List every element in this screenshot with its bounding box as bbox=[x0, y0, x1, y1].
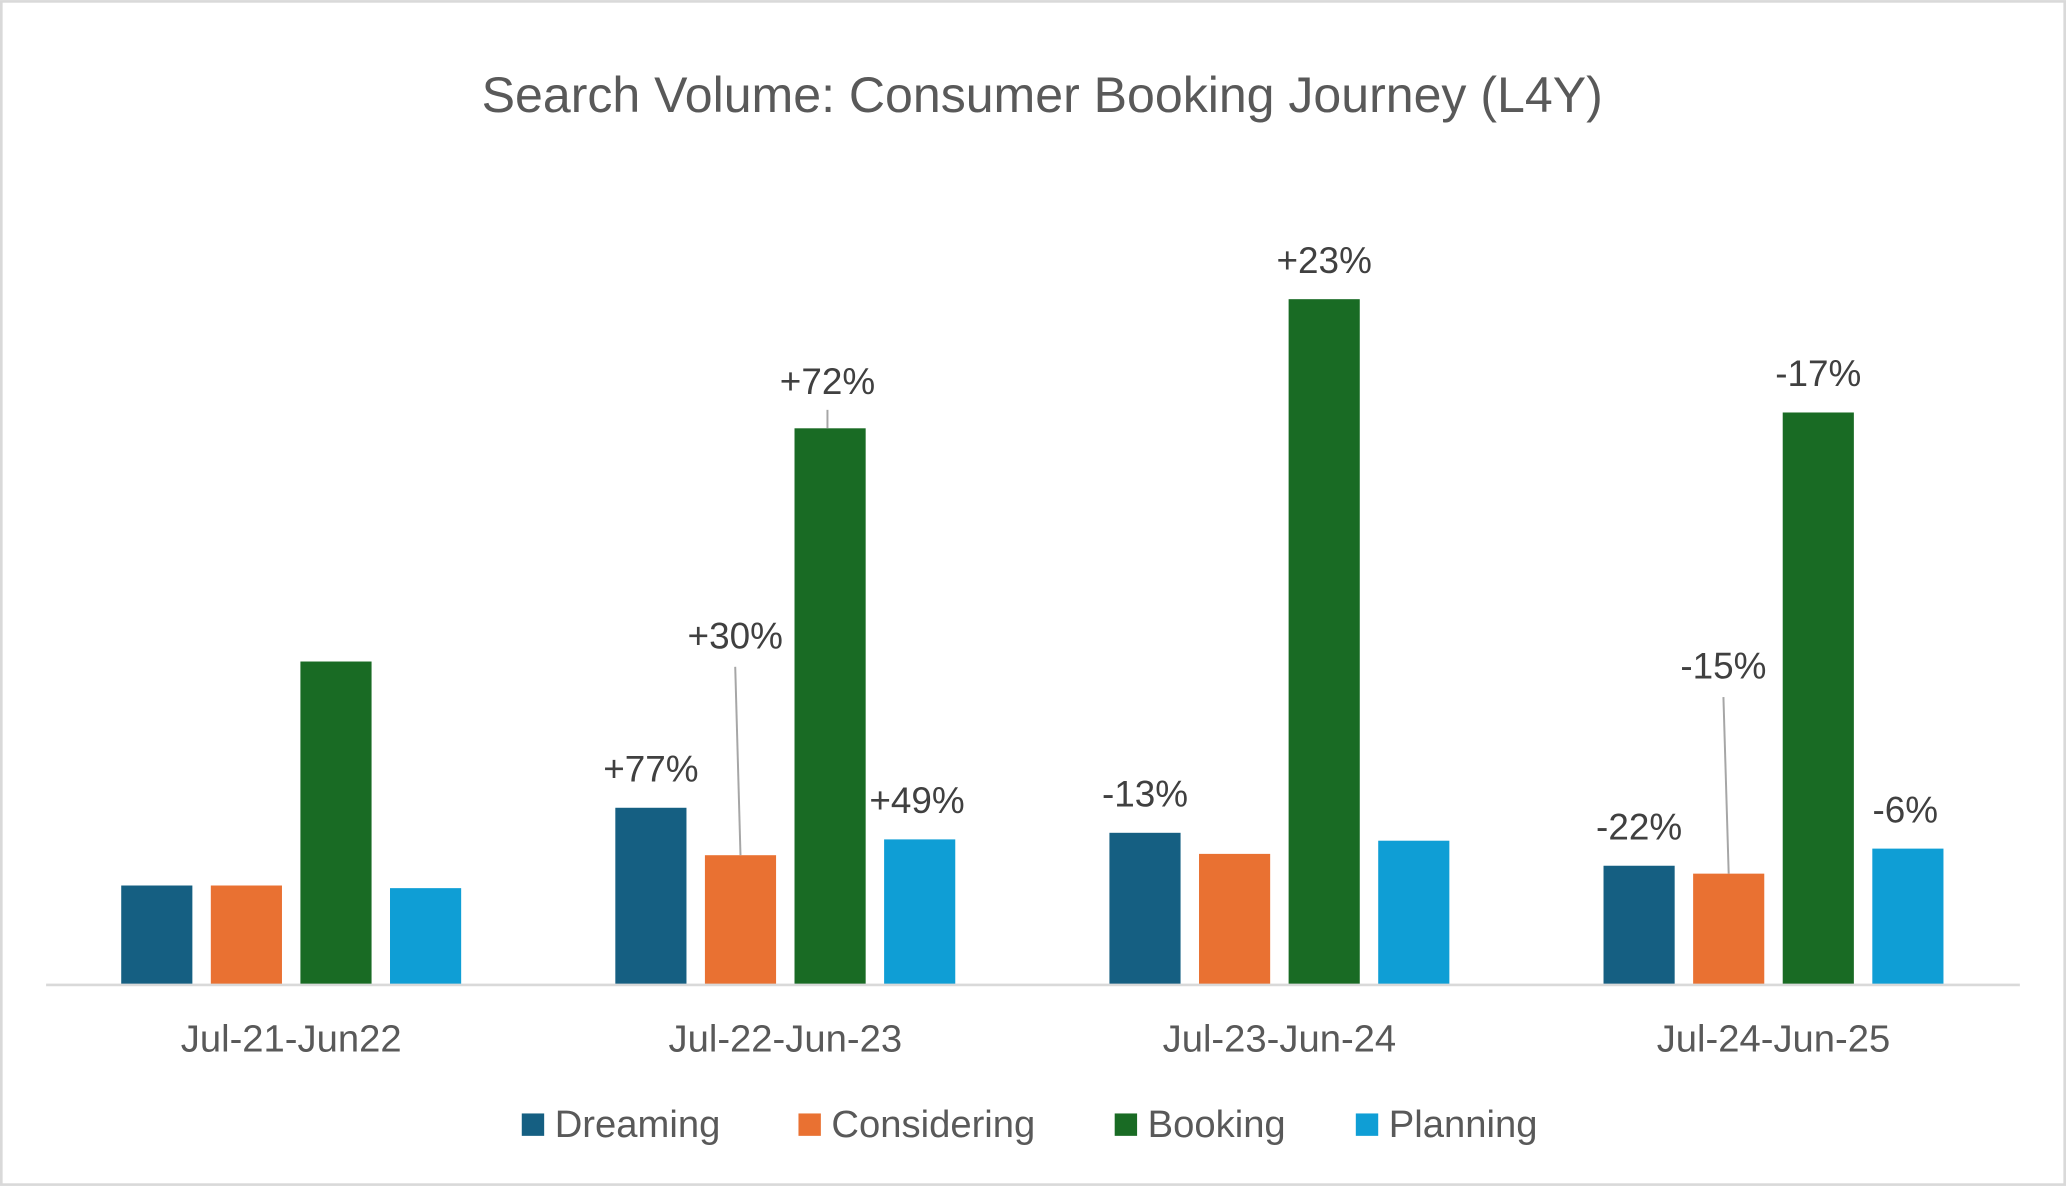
bar-considering-3 bbox=[1199, 853, 1271, 985]
bar-considering-1 bbox=[210, 885, 282, 985]
data-label: +23% bbox=[1277, 240, 1372, 281]
bar-booking-4 bbox=[1782, 412, 1854, 985]
bar-considering-4 bbox=[1693, 873, 1765, 985]
bar-dreaming-4 bbox=[1603, 865, 1675, 985]
data-label: -13% bbox=[1102, 773, 1188, 814]
bar-booking-2 bbox=[794, 428, 866, 985]
data-label: -22% bbox=[1596, 806, 1682, 847]
bar-booking-1 bbox=[300, 661, 372, 985]
legend-label: Booking bbox=[1148, 1103, 1286, 1146]
bar-dreaming-2 bbox=[615, 807, 687, 985]
leader-line bbox=[1722, 697, 1730, 874]
data-label: -15% bbox=[1680, 646, 1766, 687]
legend-label: Dreaming bbox=[555, 1103, 721, 1146]
legend-item-dreaming: Dreaming bbox=[521, 1103, 721, 1146]
data-label: -17% bbox=[1775, 353, 1861, 394]
legend-swatch bbox=[521, 1113, 545, 1136]
bar-considering-2 bbox=[704, 855, 777, 985]
bar-planning-2 bbox=[884, 839, 956, 985]
legend-swatch bbox=[1114, 1113, 1138, 1136]
data-label: +77% bbox=[603, 748, 698, 789]
x-tick-label: Jul-23-Jun-24 bbox=[1163, 1018, 1397, 1061]
bar-dreaming-1 bbox=[121, 885, 193, 985]
data-label: +49% bbox=[869, 780, 964, 821]
legend-label: Planning bbox=[1389, 1103, 1538, 1146]
x-tick-label: Jul-24-Jun-25 bbox=[1657, 1018, 1891, 1061]
bar-dreaming-3 bbox=[1109, 832, 1181, 985]
x-tick-label: Jul-22-Jun-23 bbox=[668, 1018, 902, 1061]
x-tick-label: Jul-21-Jun22 bbox=[181, 1018, 402, 1061]
bar-planning-4 bbox=[1872, 848, 1944, 985]
legend-item-booking: Booking bbox=[1114, 1103, 1286, 1146]
legend-swatch bbox=[798, 1113, 821, 1136]
data-label: +72% bbox=[780, 361, 875, 402]
legend-label: Considering bbox=[831, 1103, 1035, 1146]
bar-booking-3 bbox=[1288, 299, 1360, 985]
bar-planning-1 bbox=[390, 888, 462, 985]
leader-line bbox=[734, 666, 742, 856]
legend-swatch bbox=[1355, 1113, 1379, 1136]
data-label: -6% bbox=[1872, 789, 1938, 830]
chart-title: Search Volume: Consumer Booking Journey … bbox=[482, 67, 1603, 123]
legend-item-considering: Considering bbox=[798, 1103, 1035, 1146]
bar-planning-3 bbox=[1378, 840, 1450, 985]
data-label: +30% bbox=[688, 615, 783, 656]
legend-item-planning: Planning bbox=[1355, 1103, 1538, 1146]
